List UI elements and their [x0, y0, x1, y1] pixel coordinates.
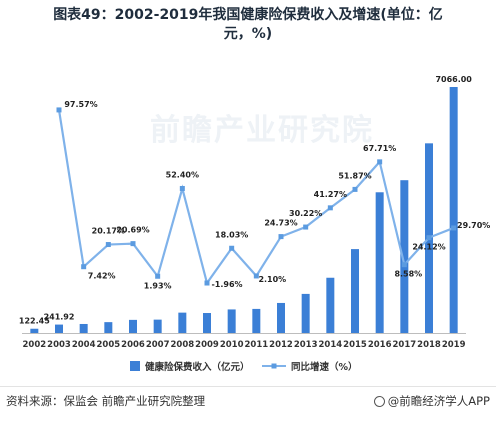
bar-label-2002: 122.45	[19, 317, 50, 326]
legend-bar-swatch	[130, 361, 140, 371]
legend-bar-label: 健康险保费收入（亿元）	[145, 361, 250, 373]
bar-2013	[301, 293, 310, 333]
bar-label-2003: 241.92	[44, 313, 75, 322]
bar-2008	[178, 312, 187, 333]
growth-marker-2014	[327, 205, 333, 211]
line-labels-group: 97.57% 7.42% 20.17%20.69% 1.93% 52.40% -1.96%…	[64, 100, 490, 290]
growth-marker-2019	[451, 225, 457, 231]
bar-2009	[203, 313, 211, 333]
x-tick-2012: 2012	[269, 340, 293, 350]
x-tick-2006: 2006	[121, 340, 145, 350]
growth-marker-2009	[204, 280, 210, 286]
chart-title-line1: 图表49：2002-2019年我国健康险保费收入及增速(单位：亿	[53, 7, 443, 23]
line-label-2011: 2.10%	[258, 275, 286, 284]
bar-2011	[252, 308, 261, 333]
brand-credit: @前瞻经济学人APP	[373, 393, 490, 409]
line-label-2017: 8.58%	[394, 270, 422, 279]
line-label-2013: 30.22%	[289, 209, 322, 218]
x-tick-2014: 2014	[318, 340, 342, 350]
x-tick-2005: 2005	[96, 340, 120, 350]
line-label-2016: 67.71%	[363, 144, 396, 153]
x-tick-2003: 2003	[47, 340, 71, 350]
x-tick-2004: 2004	[72, 340, 96, 350]
bar-2012	[277, 302, 285, 333]
x-tick-2018: 2018	[417, 340, 441, 350]
x-axis: 2002 2003 2004 2005 2006 2007 2008 2009 2010 2011…	[22, 333, 466, 350]
line-label-2006: 20.69%	[116, 226, 149, 235]
bars-group	[30, 87, 458, 333]
line-label-2005: 20.17%	[92, 227, 125, 236]
x-tick-2015: 2015	[343, 340, 367, 350]
line-label-2003: 97.57%	[64, 100, 97, 109]
growth-marker-2013	[303, 224, 309, 230]
x-tick-2008: 2008	[170, 340, 194, 350]
line-label-2009: -1.96%	[211, 280, 242, 289]
legend: 健康险保费收入（亿元） 同比增速（%）	[130, 361, 358, 373]
growth-marker-2010	[229, 245, 235, 251]
bar-2010	[227, 309, 236, 333]
brand-icon	[373, 396, 385, 407]
growth-marker-2003	[56, 107, 62, 113]
bar-2007	[153, 319, 162, 333]
bar-2004	[79, 323, 88, 333]
growth-marker-2018	[426, 235, 432, 241]
growth-marker-2011	[253, 273, 259, 279]
legend-line-marker	[271, 363, 277, 369]
footer-divider	[0, 386, 496, 387]
line-label-2012: 24.73%	[264, 219, 297, 228]
bar-2006	[129, 319, 137, 333]
line-label-2014: 41.27%	[314, 190, 347, 199]
line-group	[56, 107, 457, 286]
x-tick-2013: 2013	[294, 340, 318, 350]
growth-marker-2012	[278, 234, 284, 240]
bar-2002	[30, 328, 39, 333]
x-tick-2002: 2002	[22, 340, 46, 350]
line-label-2019: 29.70%	[457, 221, 490, 230]
growth-marker-2017	[401, 262, 407, 268]
bar-2017	[400, 180, 409, 333]
x-tick-2011: 2011	[244, 340, 268, 350]
growth-line	[57, 109, 455, 286]
growth-marker-2008	[179, 185, 185, 191]
growth-marker-2005	[105, 242, 111, 248]
line-label-2007: 1.93%	[144, 281, 172, 290]
growth-marker-2004	[81, 264, 87, 270]
line-label-2004: 7.42%	[88, 272, 116, 281]
bar-2015	[351, 249, 359, 333]
x-tick-2016: 2016	[368, 340, 392, 350]
bar-2016	[375, 192, 384, 333]
x-tick-2007: 2007	[146, 340, 170, 350]
growth-marker-2007	[155, 273, 161, 279]
bar-label-2019: 7066.00	[435, 75, 472, 84]
bar-2014	[326, 277, 335, 333]
x-tick-2010: 2010	[220, 340, 244, 350]
bar-2005	[104, 322, 113, 333]
growth-marker-2006	[130, 241, 136, 247]
x-tick-2009: 2009	[195, 340, 219, 350]
legend-line-label: 同比增速（%）	[291, 361, 358, 373]
line-label-2010: 18.03%	[215, 230, 248, 239]
line-label-2015: 51.87%	[338, 171, 371, 180]
chart-title-line2: 元，%)	[223, 26, 273, 42]
source-note: 资料来源：保监会 前瞻产业研究院整理	[6, 394, 206, 408]
x-tick-2019: 2019	[442, 340, 466, 350]
bar-2019	[449, 87, 458, 333]
brand-text: @前瞻经济学人APP	[387, 394, 490, 408]
growth-marker-2015	[352, 186, 358, 192]
growth-marker-2016	[377, 159, 383, 165]
chart-title: 图表49：2002-2019年我国健康险保费收入及增速(单位：亿 元，%)	[0, 6, 496, 44]
line-label-2018: 24.12%	[412, 243, 445, 252]
bar-2003	[55, 324, 63, 333]
x-tick-2017: 2017	[392, 340, 416, 350]
line-label-2008: 52.40%	[166, 170, 199, 179]
